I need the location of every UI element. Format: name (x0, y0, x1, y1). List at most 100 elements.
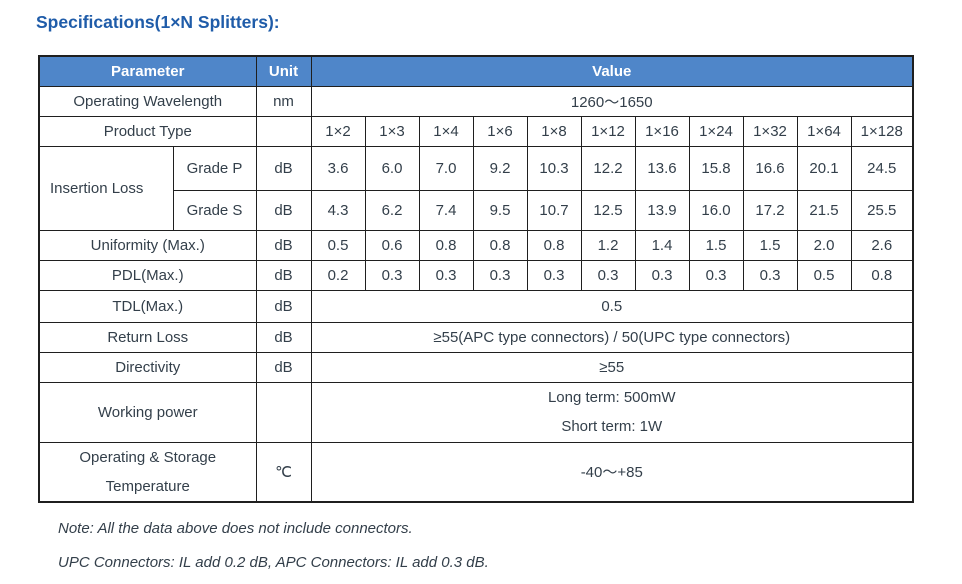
value-cell: 20.1 (796, 145, 852, 191)
value-cell: 21.5 (796, 189, 852, 231)
temperature-value: -40～+85 (310, 441, 914, 502)
specifications-table: Parameter Unit Value Operating Wavelengt… (38, 55, 914, 503)
row-temperature: Operating & Storage Temperature ℃ -40～+8… (38, 441, 914, 502)
product-type-cell: 1×24 (688, 115, 744, 147)
return-loss-value: ≥55(APC type connectors) / 50(UPC type c… (310, 321, 914, 353)
value-cell: 2.6 (850, 229, 914, 261)
working-power-value: Long term: 500mW Short term: 1W (310, 381, 914, 443)
uniformity-unit: dB (255, 229, 312, 261)
product-type-cell: 1×12 (580, 115, 636, 147)
row-uniformity: Uniformity (Max.) dB 0.5 0.6 0.8 0.8 0.8… (38, 229, 914, 261)
value-cell: 6.2 (364, 189, 420, 231)
value-cell: 0.5 (310, 229, 366, 261)
value-cell: 0.3 (634, 259, 690, 291)
row-operating-wavelength: Operating Wavelength nm 1260～1650 (38, 85, 914, 117)
value-cell: 9.5 (472, 189, 528, 231)
value-cell: 0.3 (526, 259, 582, 291)
value-cell: 10.3 (526, 145, 582, 191)
row-pdl: PDL(Max.) dB 0.2 0.3 0.3 0.3 0.3 0.3 0.3… (38, 259, 914, 291)
table-header-row: Parameter Unit Value (38, 55, 914, 87)
page-title: Specifications(1×N Splitters): (36, 12, 280, 32)
value-cell: 0.3 (742, 259, 798, 291)
temperature-label-line2: Temperature (105, 477, 190, 495)
value-cell: 10.7 (526, 189, 582, 231)
product-type-cell: 1×64 (796, 115, 852, 147)
working-power-long-term: Long term: 500mW (547, 389, 676, 406)
row-insertion-loss-grade-p: Insertion Loss Grade P dB 3.6 6.0 7.0 9.… (38, 145, 914, 231)
tdl-unit: dB (255, 289, 312, 323)
product-type-cell: 1×2 (310, 115, 366, 147)
grade-s-unit: dB (255, 189, 312, 231)
product-type-cell: 1×32 (742, 115, 798, 147)
value-cell: 2.0 (796, 229, 852, 261)
product-type-cell: 1×16 (634, 115, 690, 147)
value-cell: 4.3 (310, 189, 366, 231)
value-cell: 7.4 (418, 189, 474, 231)
header-value: Value (310, 55, 914, 87)
value-cell: 9.2 (472, 145, 528, 191)
value-cell: 0.5 (796, 259, 852, 291)
footnotes: Note: All the data above does not includ… (58, 519, 962, 573)
grade-p-unit: dB (255, 145, 312, 191)
row-return-loss: Return Loss dB ≥55(APC type connectors) … (38, 321, 914, 353)
operating-wavelength-value: 1260～1650 (310, 85, 914, 117)
value-cell: 24.5 (850, 145, 914, 191)
value-cell: 12.5 (580, 189, 636, 231)
value-cell: 0.6 (364, 229, 420, 261)
row-product-type: Product Type 1×2 1×3 1×4 1×6 1×8 1×12 1×… (38, 115, 914, 147)
note-il-add: UPC Connectors: IL add 0.2 dB, APC Conne… (58, 553, 489, 571)
value-cell: 0.8 (526, 229, 582, 261)
row-working-power: Working power Long term: 500mW Short ter… (38, 381, 914, 443)
value-cell: 0.8 (418, 229, 474, 261)
value-cell: 3.6 (310, 145, 366, 191)
product-type-cell: 1×6 (472, 115, 528, 147)
uniformity-label: Uniformity (Max.) (38, 229, 257, 261)
product-type-cell: 1×8 (526, 115, 582, 147)
value-cell: 17.2 (742, 189, 798, 231)
value-cell: 0.8 (850, 259, 914, 291)
product-type-label: Product Type (38, 115, 257, 147)
product-type-unit (255, 115, 312, 147)
value-cell: 1.2 (580, 229, 636, 261)
temperature-unit: ℃ (255, 441, 312, 502)
working-power-short-term: Short term: 1W (561, 418, 663, 435)
value-cell: 0.3 (418, 259, 474, 291)
operating-wavelength-unit: nm (255, 85, 312, 117)
pdl-unit: dB (255, 259, 312, 291)
value-cell: 0.3 (688, 259, 744, 291)
value-cell: 0.3 (364, 259, 420, 291)
row-directivity: Directivity dB ≥55 (38, 351, 914, 383)
value-cell: 15.8 (688, 145, 744, 191)
return-loss-label: Return Loss (38, 321, 257, 353)
tdl-value: 0.5 (310, 289, 914, 323)
value-cell: 0.3 (472, 259, 528, 291)
operating-wavelength-label: Operating Wavelength (38, 85, 257, 117)
working-power-unit (255, 381, 312, 443)
value-cell: 1.5 (688, 229, 744, 261)
value-cell: 7.0 (418, 145, 474, 191)
grade-p-label: Grade P (172, 145, 257, 191)
product-type-cell: 1×128 (850, 115, 914, 147)
value-cell: 13.9 (634, 189, 690, 231)
row-tdl: TDL(Max.) dB 0.5 (38, 289, 914, 323)
directivity-value: ≥55 (310, 351, 914, 383)
value-cell: 0.3 (580, 259, 636, 291)
row-insertion-loss-grade-s: Grade S dB 4.3 6.2 7.4 9.5 10.7 12.5 13.… (39, 189, 914, 231)
directivity-label: Directivity (38, 351, 257, 383)
insertion-loss-label: Insertion Loss (38, 145, 174, 231)
header-unit: Unit (255, 55, 312, 87)
note-connectors: Note: All the data above does not includ… (58, 519, 413, 537)
working-power-label: Working power (38, 381, 257, 443)
value-cell: 13.6 (634, 145, 690, 191)
product-type-cell: 1×3 (364, 115, 420, 147)
return-loss-unit: dB (255, 321, 312, 353)
grade-s-label: Grade S (172, 189, 257, 231)
pdl-label: PDL(Max.) (38, 259, 257, 291)
value-cell: 0.8 (472, 229, 528, 261)
value-cell: 12.2 (580, 145, 636, 191)
value-cell: 1.4 (634, 229, 690, 261)
directivity-unit: dB (255, 351, 312, 383)
temperature-label: Operating & Storage Temperature (38, 441, 257, 502)
tdl-label: TDL(Max.) (38, 289, 257, 323)
